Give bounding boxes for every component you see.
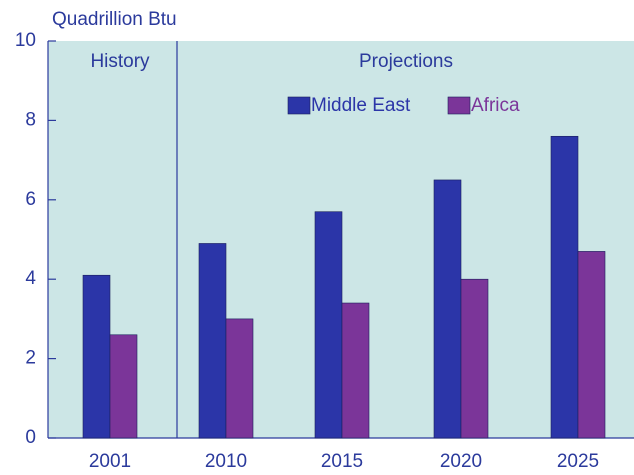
- legend-swatch: [287, 96, 311, 115]
- x-tick-label: 2025: [557, 451, 599, 472]
- legend-swatch: [447, 96, 471, 115]
- bar: [314, 211, 343, 439]
- bar: [433, 179, 462, 439]
- bar: [82, 274, 111, 439]
- x-tick-label: 2001: [89, 451, 131, 472]
- y-tick-label: 4: [25, 268, 36, 289]
- bar: [577, 251, 606, 439]
- bar: [198, 243, 227, 439]
- y-tick-label: 0: [25, 427, 36, 448]
- bar: [550, 135, 579, 439]
- y-tick-label: 8: [25, 109, 36, 130]
- y-tick-label: 2: [25, 348, 36, 369]
- legend-label: Middle East: [311, 95, 411, 116]
- annotation: History: [90, 51, 150, 72]
- y-tick-label: 10: [15, 30, 36, 51]
- bar: [460, 278, 489, 439]
- x-tick-label: 2015: [321, 451, 363, 472]
- y-tick-label: 6: [25, 189, 36, 210]
- x-tick-label: 2010: [205, 451, 247, 472]
- bar: [109, 334, 138, 439]
- y-axis-label: Quadrillion Btu: [52, 9, 177, 30]
- legend-label: Africa: [471, 95, 520, 116]
- annotation: Projections: [359, 51, 453, 72]
- bar: [341, 302, 370, 439]
- x-tick-label: 2020: [440, 451, 482, 472]
- bar: [225, 318, 254, 439]
